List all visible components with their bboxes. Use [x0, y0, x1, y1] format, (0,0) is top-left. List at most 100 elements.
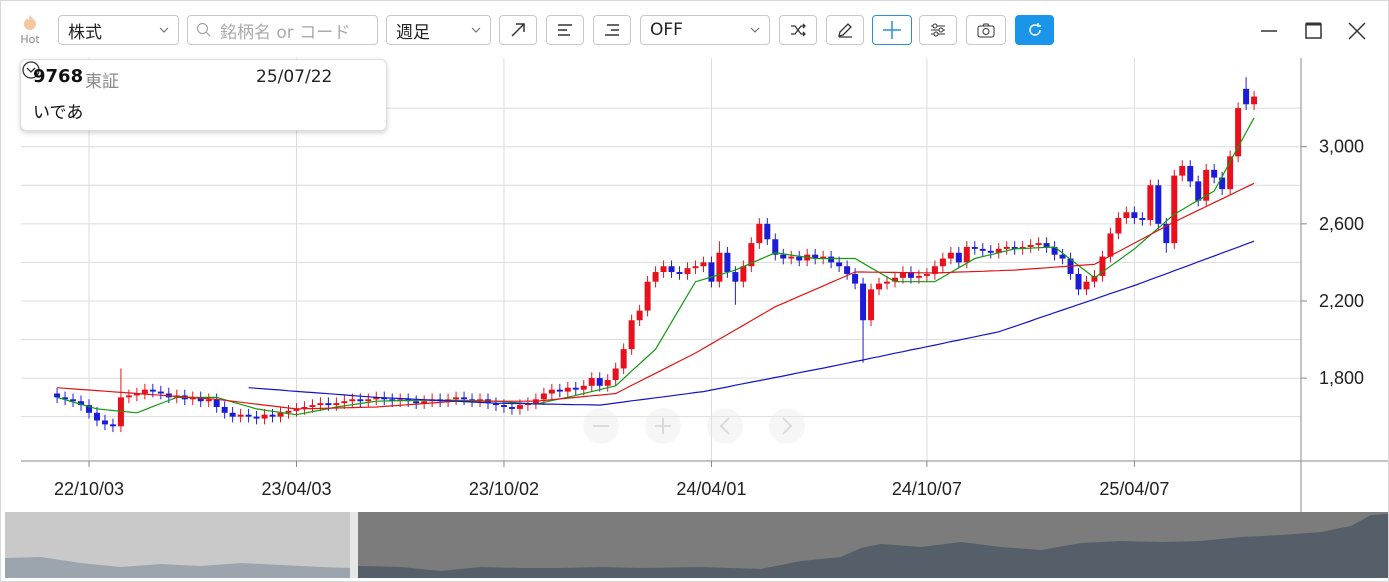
caret [159, 27, 169, 33]
icon [883, 21, 901, 39]
moving-average-line [56, 117, 1255, 416]
icon [558, 24, 572, 36]
candle-body [995, 248, 1002, 253]
candle-body [636, 310, 643, 321]
candle-body [229, 412, 236, 417]
candle-body [548, 389, 555, 394]
hline-button[interactable] [546, 15, 584, 45]
candle-body [413, 401, 420, 404]
candle-body [86, 405, 92, 413]
candle-body [1043, 243, 1050, 247]
candle-body [62, 397, 69, 400]
candle-body [852, 273, 859, 284]
search-icon [197, 23, 211, 37]
candle-body [1163, 223, 1170, 244]
candle-body [1195, 181, 1202, 201]
candle-body [684, 268, 691, 274]
crosshair-button[interactable] [872, 15, 912, 45]
candle-body [341, 401, 348, 404]
candle-body [828, 256, 835, 263]
settings-button[interactable] [919, 15, 957, 45]
icon [977, 23, 995, 38]
trend-button[interactable] [499, 15, 537, 45]
candle-body [285, 410, 292, 413]
candle-body [245, 414, 252, 417]
candle-body [357, 399, 364, 402]
x-tick-label: 25/04/07 [1099, 479, 1169, 499]
candle-body [221, 407, 228, 413]
caret [471, 27, 481, 33]
draw-button[interactable] [826, 15, 864, 45]
candle-body [1219, 177, 1226, 190]
candle-body [237, 414, 244, 417]
indicator-select[interactable]: OFF [640, 15, 770, 45]
candle-body [987, 250, 994, 253]
y-tick-label: 1,800 [1319, 368, 1364, 388]
candle-body [612, 368, 619, 381]
candle-body [70, 399, 77, 402]
candle-body [141, 389, 148, 394]
x-tick-label: 22/10/03 [54, 479, 124, 499]
compare-button[interactable] [779, 15, 817, 45]
candle-body [907, 272, 914, 278]
candle-body [947, 252, 954, 259]
align-button[interactable] [593, 15, 631, 45]
candle-body [133, 393, 140, 396]
candle-body [660, 266, 667, 273]
candle-body [788, 256, 795, 259]
candle-body [1075, 273, 1082, 290]
candle-body [939, 258, 946, 267]
maximize[interactable] [1305, 23, 1322, 39]
navigator [5, 512, 1388, 578]
expand-toggle[interactable] [21, 60, 41, 80]
zoom-out[interactable] [583, 408, 619, 444]
candle-body [732, 272, 739, 282]
candle-body [453, 397, 460, 400]
y-tick-label: 2,200 [1319, 291, 1364, 311]
candle-body [1107, 233, 1114, 257]
candle-body [54, 393, 61, 398]
candle-body [620, 349, 627, 369]
hot-button[interactable]: Hot [17, 14, 43, 46]
candle-body [149, 389, 156, 392]
candle-body [716, 252, 723, 282]
candle-body [93, 412, 100, 421]
icon [782, 417, 793, 435]
icon [605, 24, 619, 36]
refresh-button[interactable] [1015, 15, 1054, 45]
moving-average-line [248, 240, 1255, 406]
camera-button[interactable] [966, 15, 1006, 45]
candle-body [756, 223, 763, 244]
navigator-handle[interactable] [350, 512, 358, 578]
candle-body [1243, 88, 1250, 105]
candle-body [101, 420, 108, 425]
candle-body [708, 262, 715, 282]
zoom-in[interactable] [645, 408, 681, 444]
search-box[interactable]: 銘柄名 or コード [187, 15, 378, 45]
window-controls [1261, 22, 1366, 40]
candle-body [955, 252, 962, 263]
close[interactable] [1348, 22, 1366, 40]
candle-body [979, 248, 986, 251]
moving-average-line [57, 182, 1255, 410]
candle-body [1227, 156, 1234, 190]
candle-body [740, 266, 747, 282]
candle-body [556, 389, 563, 392]
candle-body [540, 393, 547, 400]
market-select[interactable]: 株式 [58, 15, 179, 45]
candle-body [604, 380, 611, 386]
scroll-right[interactable] [769, 408, 805, 444]
candle-body [923, 273, 930, 276]
exchange: 東証 [85, 72, 119, 92]
scroll-left[interactable] [707, 408, 743, 444]
candle-body [1027, 245, 1034, 247]
date: 25/07/22 [256, 67, 333, 87]
period-select[interactable]: 週足 [386, 15, 491, 45]
x-tick-label: 23/10/02 [469, 479, 539, 499]
stock-code: 9768 [33, 66, 84, 87]
candle-body [109, 424, 116, 427]
candle-body [333, 403, 340, 406]
x-tick-label: 23/04/03 [261, 479, 331, 499]
